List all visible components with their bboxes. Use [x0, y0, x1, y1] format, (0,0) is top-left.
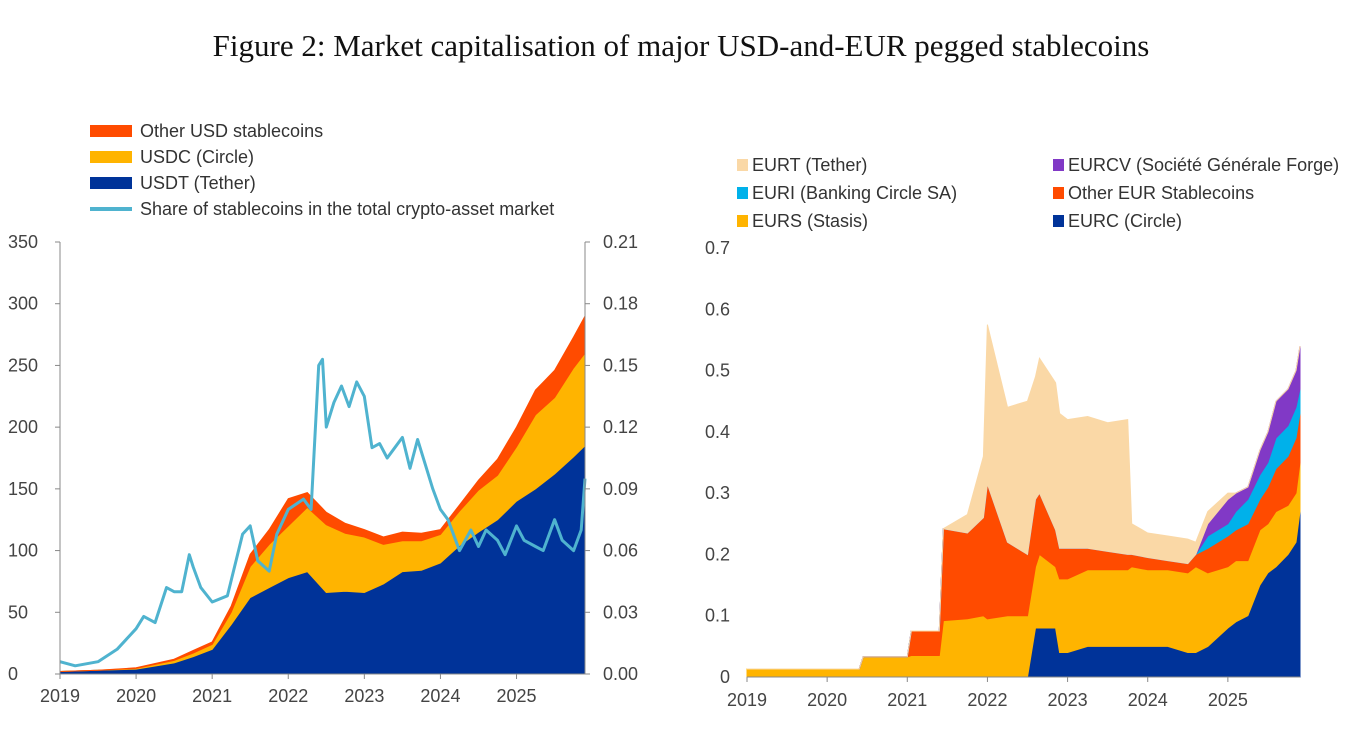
- legend-label: EURC (Circle): [1068, 211, 1182, 231]
- y2-tick-label: 0.18: [603, 294, 638, 314]
- legend-label: Other USD stablecoins: [140, 121, 323, 141]
- legend-swatch: [737, 187, 748, 199]
- y2-tick-label: 0.03: [603, 602, 638, 622]
- x-tick-label: 2021: [192, 686, 232, 706]
- legend-label: EURI (Banking Circle SA): [752, 183, 957, 203]
- y-tick-label: 0: [8, 664, 18, 684]
- y2-tick-label: 0.00: [603, 664, 638, 684]
- legend-swatch: [1053, 159, 1064, 171]
- y-tick-label: 100: [8, 541, 38, 561]
- legend-label: USDT (Tether): [140, 173, 256, 193]
- x-tick-label: 2022: [967, 690, 1007, 710]
- legend-swatch: [1053, 215, 1064, 227]
- y-tick-label: 0: [720, 667, 730, 687]
- x-tick-label: 2020: [116, 686, 156, 706]
- x-tick-label: 2025: [496, 686, 536, 706]
- area-eurt-tether: [747, 324, 1301, 670]
- y-tick-label: 0.2: [705, 544, 730, 564]
- legend-swatch: [737, 159, 748, 171]
- legend-swatch: [737, 215, 748, 227]
- x-tick-label: 2024: [420, 686, 460, 706]
- y-tick-label: 0.6: [705, 299, 730, 319]
- y-tick-label: 0.4: [705, 422, 730, 442]
- x-tick-label: 2022: [268, 686, 308, 706]
- legend-swatch: [90, 151, 132, 163]
- y2-tick-label: 0.15: [603, 355, 638, 375]
- x-tick-label: 2025: [1208, 690, 1248, 710]
- legend-label: Share of stablecoins in the total crypto…: [140, 199, 554, 219]
- x-tick-label: 2019: [727, 690, 767, 710]
- x-tick-label: 2021: [887, 690, 927, 710]
- y-tick-label: 0.1: [705, 606, 730, 626]
- y-tick-label: 200: [8, 417, 38, 437]
- x-tick-label: 2024: [1128, 690, 1168, 710]
- y2-tick-label: 0.12: [603, 417, 638, 437]
- y-tick-label: 300: [8, 294, 38, 314]
- legend-label: USDC (Circle): [140, 147, 254, 167]
- legend-swatch: [90, 177, 132, 189]
- legend-swatch: [1053, 187, 1064, 199]
- line-share-of-stablecoins: [59, 357, 587, 668]
- y-tick-label: 0.5: [705, 361, 730, 381]
- x-tick-label: 2023: [344, 686, 384, 706]
- x-tick-label: 2023: [1048, 690, 1088, 710]
- y-tick-label: 350: [8, 232, 38, 252]
- x-tick-label: 2019: [40, 686, 80, 706]
- figure-title: Figure 2: Market capitalisation of major…: [212, 28, 1150, 63]
- y2-tick-label: 0.21: [603, 232, 638, 252]
- y-tick-label: 0.7: [705, 238, 730, 258]
- legend-swatch: [90, 207, 132, 211]
- y-tick-label: 250: [8, 355, 38, 375]
- y-tick-label: 50: [8, 602, 28, 622]
- y2-tick-label: 0.09: [603, 479, 638, 499]
- y2-tick-label: 0.06: [603, 541, 638, 561]
- x-tick-label: 2020: [807, 690, 847, 710]
- legend-label: EURS (Stasis): [752, 211, 868, 231]
- legend-label: EURT (Tether): [752, 155, 867, 175]
- y-tick-label: 150: [8, 479, 38, 499]
- legend-label: Other EUR Stablecoins: [1068, 183, 1254, 203]
- legend-label: EURCV (Société Générale Forge): [1068, 155, 1339, 175]
- y-tick-label: 0.3: [705, 483, 730, 503]
- legend-swatch: [90, 125, 132, 137]
